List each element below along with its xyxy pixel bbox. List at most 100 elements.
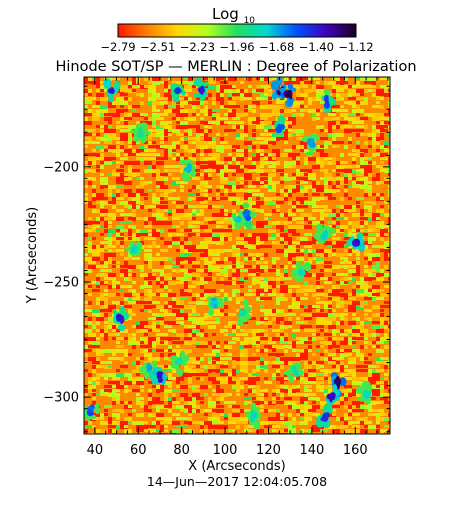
heatmap-cell <box>340 273 348 276</box>
heatmap-cell <box>260 265 268 269</box>
heatmap-cell <box>204 289 212 293</box>
heatmap-cell <box>172 397 176 401</box>
heatmap-cell <box>120 93 124 96</box>
heatmap-cell <box>128 421 132 424</box>
heatmap-cell <box>260 149 264 152</box>
heatmap-cell <box>236 201 244 205</box>
heatmap-cell <box>320 177 324 180</box>
heatmap-cell <box>336 145 340 148</box>
heatmap-cell <box>260 237 268 241</box>
heatmap-cell <box>208 93 212 97</box>
heatmap-cell <box>180 317 184 320</box>
heatmap-cell <box>92 81 100 85</box>
heatmap-cell <box>148 157 156 160</box>
heatmap-cell <box>260 397 264 401</box>
heatmap-cell <box>304 233 312 236</box>
heatmap-cell <box>236 197 240 200</box>
heatmap-cell <box>96 285 100 288</box>
heatmap-cell <box>116 373 124 377</box>
heatmap-cell <box>224 305 228 309</box>
heatmap-cell <box>308 109 316 113</box>
heatmap-cell <box>320 345 324 348</box>
heatmap-cell <box>232 409 240 412</box>
heatmap-cell <box>376 193 380 196</box>
heatmap-cell <box>200 253 208 257</box>
heatmap-cell <box>144 217 148 221</box>
heatmap-cell <box>156 245 160 248</box>
heatmap-cell <box>132 141 136 145</box>
heatmap-cell <box>104 301 108 305</box>
heatmap-cell <box>220 149 224 153</box>
heatmap-cell <box>308 169 312 173</box>
heatmap-cell <box>188 137 196 140</box>
heatmap-cell <box>212 421 220 424</box>
heatmap-cell <box>220 425 228 429</box>
heatmap-cell <box>228 225 232 228</box>
heatmap-cell <box>380 153 384 157</box>
heatmap-cell <box>152 413 156 416</box>
heatmap-cell <box>84 117 88 121</box>
heatmap-cell <box>296 97 304 100</box>
heatmap-cell <box>220 389 224 392</box>
heatmap-cell <box>376 181 380 185</box>
heatmap-cell <box>212 277 216 281</box>
heatmap-cell <box>156 189 164 192</box>
heatmap-cell <box>228 297 232 301</box>
heatmap-cell <box>276 137 280 141</box>
heatmap-cell <box>308 345 312 349</box>
heatmap-cell <box>112 393 120 397</box>
heatmap-cell <box>104 277 112 280</box>
heatmap-cell <box>356 369 364 372</box>
heatmap-cell <box>136 265 144 269</box>
heatmap-cell <box>128 117 132 120</box>
heatmap-cell <box>188 377 192 381</box>
heatmap-cell <box>252 109 256 113</box>
heatmap-cell <box>364 141 368 145</box>
heatmap-cell <box>368 165 372 168</box>
heatmap-cell <box>224 225 228 229</box>
heatmap-cell <box>116 341 120 344</box>
heatmap-cell <box>296 209 304 212</box>
heatmap-cell <box>260 233 268 237</box>
heatmap-cell <box>248 289 252 292</box>
heatmap-cell <box>316 289 324 292</box>
heatmap-cell <box>332 245 336 248</box>
heatmap-cell <box>212 113 216 117</box>
heatmap-cell <box>212 349 220 353</box>
heatmap-cell <box>260 141 268 144</box>
heatmap-cell <box>380 197 384 200</box>
heatmap-cell <box>88 329 92 333</box>
heatmap-cell <box>144 249 152 252</box>
heatmap-cell <box>212 137 216 141</box>
heatmap-cell <box>88 225 92 228</box>
heatmap-cell <box>228 313 236 316</box>
heatmap-cell <box>176 113 184 117</box>
heatmap-cell <box>148 293 152 297</box>
heatmap-cell <box>280 137 288 140</box>
heatmap-cell <box>332 145 336 148</box>
heatmap-cell <box>164 221 172 225</box>
heatmap-cell <box>268 285 272 289</box>
heatmap-cell <box>336 401 340 404</box>
heatmap-cell <box>136 217 144 220</box>
heatmap-cell <box>348 229 352 233</box>
heatmap-cell <box>352 361 356 364</box>
heatmap-cell <box>208 165 212 168</box>
heatmap-cell <box>208 121 216 124</box>
heatmap-cell <box>112 385 116 388</box>
heatmap-cell <box>272 265 276 268</box>
heatmap-cell <box>148 137 152 140</box>
heatmap-cell <box>128 353 132 356</box>
heatmap-cell <box>320 365 324 368</box>
heatmap-cell <box>312 221 320 225</box>
heatmap-cell <box>276 285 280 288</box>
heatmap-cell <box>368 233 376 236</box>
heatmap-cell <box>288 209 292 213</box>
heatmap-cell <box>120 85 128 89</box>
heatmap-cell <box>176 209 184 213</box>
heatmap-cell <box>92 345 100 348</box>
y-axis-ticks: −200−250−300 <box>43 85 390 433</box>
heatmap-cell <box>272 269 276 272</box>
heatmap-cell <box>148 429 152 433</box>
heatmap-cell <box>164 405 172 408</box>
